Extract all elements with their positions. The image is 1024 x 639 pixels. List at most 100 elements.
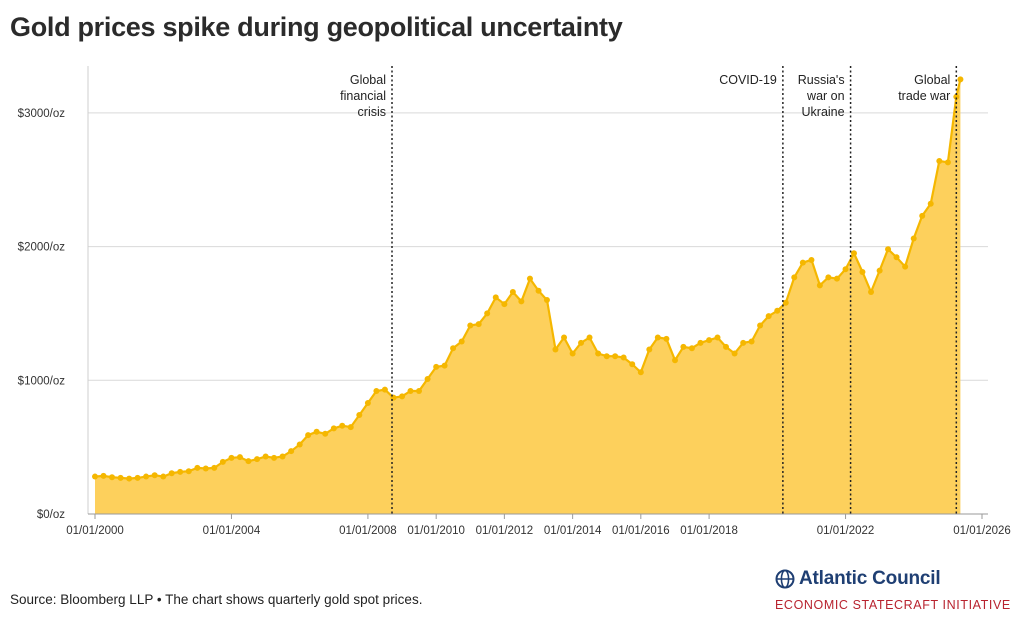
data-point (816, 282, 823, 289)
data-point (424, 375, 431, 382)
y-axis: $0/oz $1000/oz $2000/oz $3000/oz (18, 66, 89, 521)
x-tick-label: 01/01/2012 (476, 525, 534, 537)
data-point (484, 310, 491, 317)
data-point (902, 263, 909, 270)
data-point (168, 470, 175, 477)
data-point (415, 387, 422, 394)
data-point (288, 448, 295, 455)
data-point (569, 350, 576, 357)
data-point (808, 256, 815, 263)
data-point (202, 465, 209, 472)
x-tick-label: 01/01/2022 (817, 525, 875, 537)
data-point (441, 362, 448, 369)
data-point (160, 473, 167, 480)
data-point (262, 453, 269, 460)
data-point (535, 287, 542, 294)
data-point (672, 357, 679, 364)
x-tick-label: 01/01/2000 (66, 525, 124, 537)
y-tick-label: $3000/oz (18, 108, 66, 120)
data-point (501, 301, 508, 308)
data-point (791, 274, 798, 281)
data-point (100, 472, 107, 479)
event-label: Global (914, 73, 950, 87)
data-point (646, 346, 653, 353)
data-point (620, 354, 627, 361)
event-label: COVID-19 (719, 73, 777, 87)
source-note: Source: Bloomberg LLP • The chart shows … (10, 592, 423, 607)
data-point (126, 475, 133, 482)
data-point (697, 339, 704, 346)
data-point (236, 454, 243, 461)
atlantic-council-logo: Atlantic Council ECONOMIC STATECRAFT INI… (775, 568, 1020, 612)
data-point (347, 424, 354, 431)
data-point (706, 337, 713, 344)
event-label: crisis (358, 105, 386, 119)
event-label: war on (806, 89, 845, 103)
data-point (876, 267, 883, 274)
price-area (95, 79, 961, 515)
data-point (637, 369, 644, 376)
data-point (757, 322, 764, 329)
data-point (748, 338, 755, 345)
data-point (586, 334, 593, 341)
data-point (228, 454, 235, 461)
x-tick-label: 01/01/2016 (612, 525, 670, 537)
data-point (92, 473, 98, 480)
data-point (433, 363, 440, 370)
data-point (219, 458, 226, 465)
data-point (927, 200, 934, 207)
data-point (467, 322, 474, 329)
data-point (279, 453, 286, 460)
brand-subtitle: ECONOMIC STATECRAFT INITIATIVE (775, 598, 1011, 612)
x-tick-label: 01/01/2026 (953, 525, 1011, 537)
data-point (117, 474, 124, 481)
y-tick-label: $1000/oz (18, 375, 66, 387)
data-point (364, 400, 371, 407)
data-point (134, 474, 141, 481)
data-point (305, 432, 312, 439)
data-point (799, 259, 806, 266)
data-point (833, 275, 840, 282)
event-annotations: Global financial crisis COVID-19 Russia's war… (340, 66, 958, 514)
data-point (612, 353, 619, 360)
data-point (526, 275, 533, 282)
data-point (552, 346, 559, 353)
data-point (313, 428, 320, 435)
data-point (561, 334, 568, 341)
globe-icon (775, 569, 795, 589)
data-point (850, 250, 857, 257)
data-point (330, 425, 337, 432)
data-point (211, 464, 218, 471)
data-point (782, 299, 789, 306)
data-point (518, 298, 525, 305)
data-point (151, 472, 158, 479)
brand-name: Atlantic Council (799, 568, 941, 589)
data-point (245, 458, 252, 465)
data-point (271, 454, 278, 461)
data-point (407, 387, 414, 394)
data-point (868, 289, 875, 296)
data-point (740, 339, 747, 346)
data-point (373, 387, 380, 394)
data-point (578, 339, 585, 346)
data-point (688, 345, 695, 352)
data-point (399, 393, 406, 400)
data-point (944, 159, 951, 166)
data-point (177, 468, 184, 475)
data-point (458, 338, 465, 345)
data-point (194, 464, 201, 471)
x-tick-label: 01/01/2014 (544, 525, 602, 537)
data-point (450, 345, 457, 352)
x-axis: 01/01/2000 01/01/2004 01/01/2008 01/01/2010… (66, 513, 1011, 537)
data-point (842, 266, 849, 273)
data-point (714, 334, 721, 341)
gold-price-chart: $0/oz $1000/oz $2000/oz $3000/oz Global fina… (18, 66, 1011, 537)
event-label: Global (350, 73, 386, 87)
data-point (825, 274, 832, 281)
data-point (936, 157, 943, 164)
data-point (322, 430, 329, 437)
data-point (663, 335, 670, 342)
data-point (185, 468, 192, 475)
data-point (859, 268, 866, 275)
y-tick-label: $0/oz (37, 509, 65, 521)
